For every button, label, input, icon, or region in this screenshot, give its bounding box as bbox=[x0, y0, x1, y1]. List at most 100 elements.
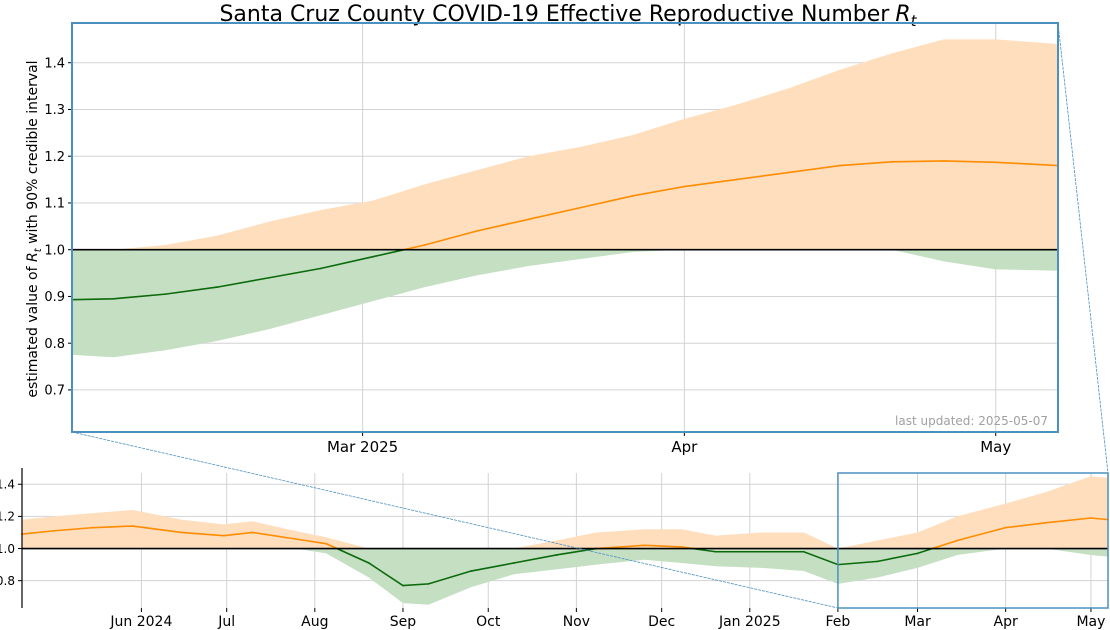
chart-title-symbol-sub: t bbox=[911, 12, 918, 30]
zoom-rt-point bbox=[579, 206, 582, 209]
overview-rt-point bbox=[470, 570, 473, 572]
zoom-rt-point bbox=[994, 161, 997, 164]
overview-y-tick-label: 1.0 bbox=[0, 542, 15, 556]
zoom-rt-point bbox=[475, 230, 478, 232]
overview-rt-line-below bbox=[336, 547, 597, 587]
zoom-y-tick-label: 1.3 bbox=[44, 103, 65, 118]
overview-rt-point bbox=[876, 560, 879, 563]
zoom-rt-point bbox=[372, 255, 374, 258]
overview-x-tick-label: Apr bbox=[994, 614, 1018, 630]
zoom-rt-point bbox=[423, 244, 426, 246]
overview-rt-line-above bbox=[21, 525, 338, 550]
overview-rt-point bbox=[643, 544, 646, 547]
y-axis-label-suffix: with 90% credible interval bbox=[25, 60, 41, 248]
overview-rt-point bbox=[92, 526, 94, 529]
zoom-rt-point bbox=[787, 171, 790, 174]
overview-x-tick-label: Dec bbox=[648, 614, 675, 630]
zoom-y-tick-label: 1.1 bbox=[44, 197, 65, 212]
overview-bands bbox=[22, 476, 1108, 605]
chart-title-symbol: R bbox=[895, 2, 910, 27]
overview-rt-point bbox=[251, 531, 254, 534]
zoom-y-tick-label: 0.8 bbox=[44, 337, 65, 352]
overview-rt-point bbox=[1004, 526, 1007, 529]
overview-zoom-region bbox=[837, 472, 1109, 609]
overview-rt-point bbox=[367, 562, 370, 564]
overview-rt-point bbox=[325, 542, 328, 545]
overview-rt-point bbox=[956, 539, 959, 542]
overview-x-tick-label: Jun 2024 bbox=[109, 614, 172, 630]
zoom-x-tick-label: Mar 2025 bbox=[327, 438, 398, 456]
zoom-credible-band-below bbox=[72, 249, 1058, 358]
overview-rt-point bbox=[294, 537, 296, 540]
zoom-connector-left bbox=[71, 431, 839, 609]
overview-rt-line-below bbox=[692, 547, 933, 566]
zoom-connectors bbox=[71, 22, 1109, 609]
zoom-rt-line-below bbox=[71, 248, 405, 301]
zoom-rt-point bbox=[527, 218, 530, 221]
zoom-rt-point bbox=[631, 195, 634, 197]
zoom-connector-right bbox=[1057, 22, 1109, 474]
overview-rt-line-above bbox=[596, 544, 694, 550]
y-axis-label-symbol-sub: t bbox=[33, 247, 44, 252]
overview-rt-point bbox=[402, 584, 404, 587]
overview-credible-band-above bbox=[22, 476, 1108, 549]
overview-rt-point bbox=[802, 550, 805, 553]
zoom-y-tick-label: 1.0 bbox=[44, 243, 65, 258]
zoom-y-tick-label: 1.2 bbox=[44, 150, 65, 165]
zoom-frame bbox=[71, 22, 1059, 433]
overview-x-tick-label: Sep bbox=[390, 614, 417, 630]
y-axis-label-prefix: estimated value of bbox=[25, 262, 41, 398]
overview-rt-point bbox=[427, 582, 430, 585]
zoom-rt-line-above bbox=[403, 160, 1059, 251]
zoom-y-tick-label: 0.7 bbox=[44, 384, 65, 399]
zoom-axes: 0.7 0.8 0.9 1.0 1.1 1.2 1.3 1.4 Mar 2025 Apr May bbox=[44, 22, 1059, 456]
zoom-rt-point bbox=[216, 286, 219, 288]
overview-axes: 0.8 1.0 1.2 1.4 Jun 2024 Jul Aug Sep Oct Nov Dec Ja… bbox=[0, 468, 1109, 630]
overview-y-tick-label: 0.8 bbox=[0, 574, 15, 588]
overview-lines bbox=[21, 517, 1109, 587]
zoom-rt-point bbox=[112, 297, 115, 300]
overview-rt-point bbox=[760, 550, 763, 553]
zoom-rt-point bbox=[735, 178, 738, 181]
overview-y-tick-label: 1.4 bbox=[0, 478, 15, 492]
overview-x-tick-label: Jul bbox=[217, 614, 235, 630]
overview-rt-point bbox=[714, 550, 717, 553]
overview-rt-point bbox=[680, 546, 683, 548]
y-axis-label: estimated value of Rt with 90% credible … bbox=[25, 60, 44, 397]
overview-rt-point bbox=[131, 525, 134, 527]
overview-x-tick-label: May bbox=[1076, 614, 1105, 630]
zoom-credible-band-above bbox=[72, 39, 1058, 250]
zoom-rt-point bbox=[942, 159, 945, 162]
overview-x-tick-label: Mar bbox=[904, 614, 931, 630]
overview-rt-point bbox=[52, 529, 55, 532]
zoom-rt-point bbox=[839, 164, 841, 167]
zoom-rt-point bbox=[891, 160, 893, 163]
overview-rt-line-above bbox=[932, 517, 1109, 550]
overview-rt-point bbox=[916, 552, 919, 555]
overview-y-tick-label: 1.2 bbox=[0, 510, 15, 524]
zoom-rt-point bbox=[683, 185, 686, 188]
zoom-bands bbox=[72, 39, 1058, 358]
overview-rt-point bbox=[512, 562, 515, 564]
overview-credible-band-below bbox=[22, 548, 1108, 605]
overview-rt-point bbox=[1044, 521, 1047, 524]
overview-x-tick-label: Aug bbox=[301, 614, 328, 630]
overview-rt-point bbox=[180, 531, 183, 534]
zoom-x-tick-label: May bbox=[980, 438, 1011, 456]
zoom-y-tick-label: 1.4 bbox=[44, 56, 65, 71]
zoom-rt-point bbox=[268, 276, 271, 279]
overview-rt-point bbox=[222, 534, 225, 537]
last-updated-note: last updated: 2025-05-07 bbox=[895, 414, 1048, 428]
zoom-y-tick-label: 0.9 bbox=[44, 290, 65, 305]
overview-x-tick-label: Feb bbox=[826, 614, 851, 630]
chart-title: Santa Cruz County COVID-19 Effective Rep… bbox=[219, 2, 917, 30]
overview-rt-point bbox=[555, 554, 558, 556]
y-axis-label-symbol: R bbox=[25, 252, 41, 262]
zoom-x-tick-label: Apr bbox=[671, 438, 698, 456]
overview-rt-point bbox=[1090, 517, 1092, 519]
overview-x-tick-label: Oct bbox=[476, 614, 501, 630]
zoom-lines bbox=[71, 159, 1059, 301]
overview-x-tick-label: Jan 2025 bbox=[718, 614, 781, 630]
zoom-rt-point bbox=[320, 267, 322, 270]
